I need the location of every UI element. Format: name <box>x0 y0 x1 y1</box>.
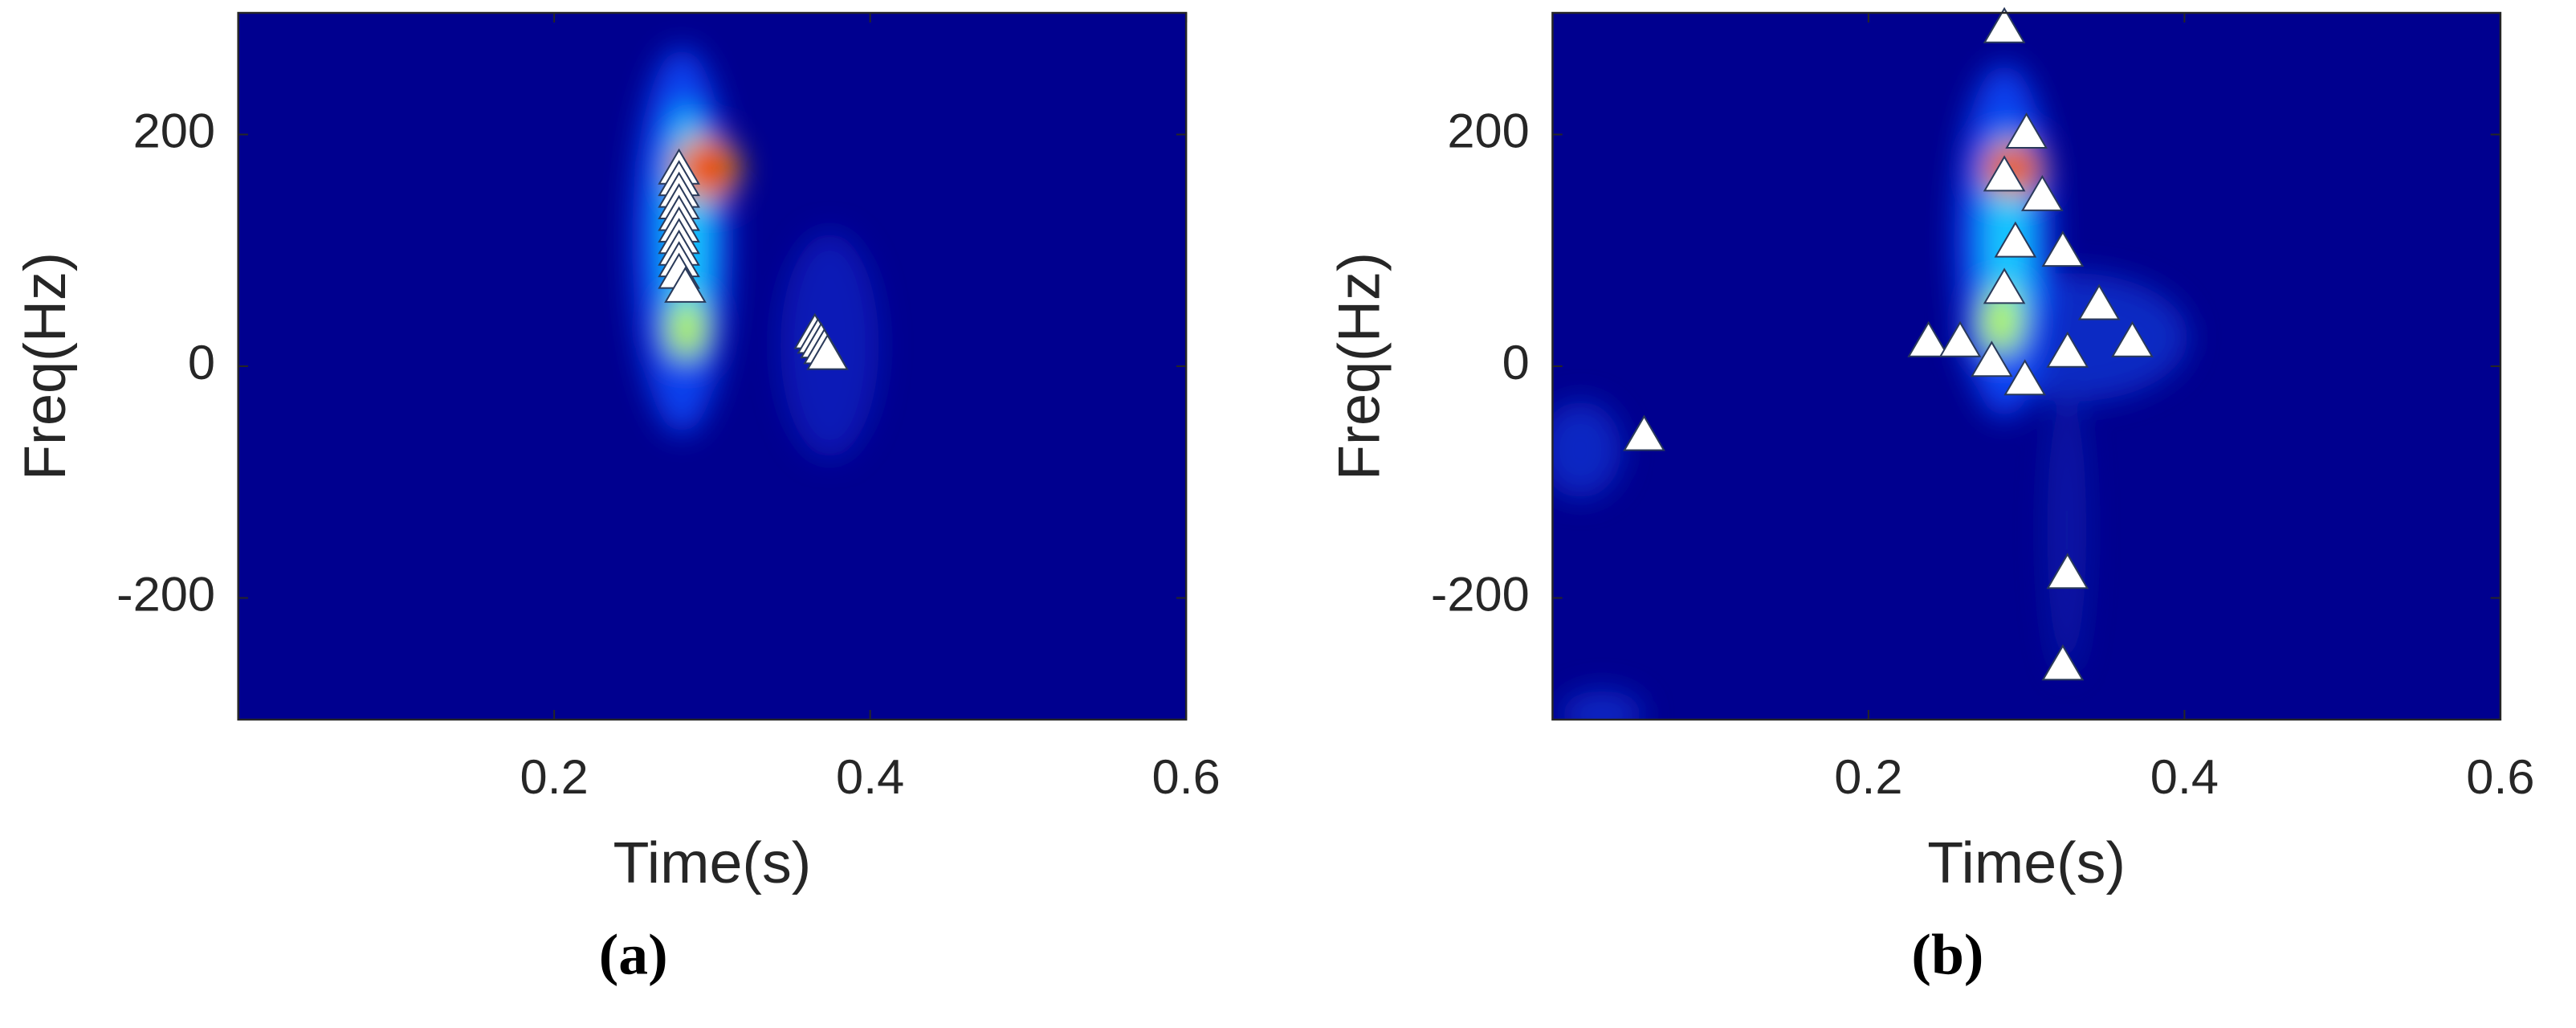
panel-label: (b) <box>1911 922 1983 986</box>
marker <box>2003 359 2046 396</box>
marker <box>1971 341 2013 377</box>
x-tick-label: 0.4 <box>2150 749 2219 803</box>
marker <box>2111 320 2154 357</box>
marker <box>2005 112 2048 149</box>
y-tick-label: 200 <box>133 104 215 157</box>
marker <box>2041 644 2085 681</box>
x-axis-label: Time(s) <box>1927 831 2126 895</box>
marker <box>1983 155 2026 192</box>
marker <box>1623 414 1665 451</box>
marker <box>1994 221 2037 258</box>
panel-label: (a) <box>599 922 668 986</box>
marker <box>664 266 707 303</box>
marker <box>1983 267 2026 304</box>
marker <box>2046 331 2089 368</box>
x-tick-label: 0.2 <box>520 749 588 803</box>
y-tick-label: 200 <box>1447 104 1529 157</box>
marker <box>1938 320 1982 357</box>
y-tick-label: 0 <box>188 335 215 389</box>
y-axis-label: Freq(Hz) <box>12 252 78 480</box>
x-tick-label: 0.2 <box>1834 749 1902 803</box>
x-tick-label: 0.6 <box>1151 749 1220 803</box>
marker <box>806 333 849 370</box>
y-tick-label: 0 <box>1502 335 1530 389</box>
x-tick-label: 0.6 <box>2466 749 2534 803</box>
marker <box>1983 6 2026 43</box>
y-axis-label: Freq(Hz) <box>1327 252 1392 480</box>
x-axis-label: Time(s) <box>613 831 811 895</box>
y-tick-label: -200 <box>1431 567 1530 621</box>
marker <box>2041 230 2085 267</box>
marker <box>2046 553 2089 589</box>
marker <box>1907 320 1950 357</box>
x-tick-label: 0.4 <box>836 749 904 803</box>
y-tick-label: -200 <box>116 567 215 621</box>
marker <box>2021 174 2064 211</box>
heatmap-a <box>238 13 1187 720</box>
marker <box>2077 284 2121 320</box>
